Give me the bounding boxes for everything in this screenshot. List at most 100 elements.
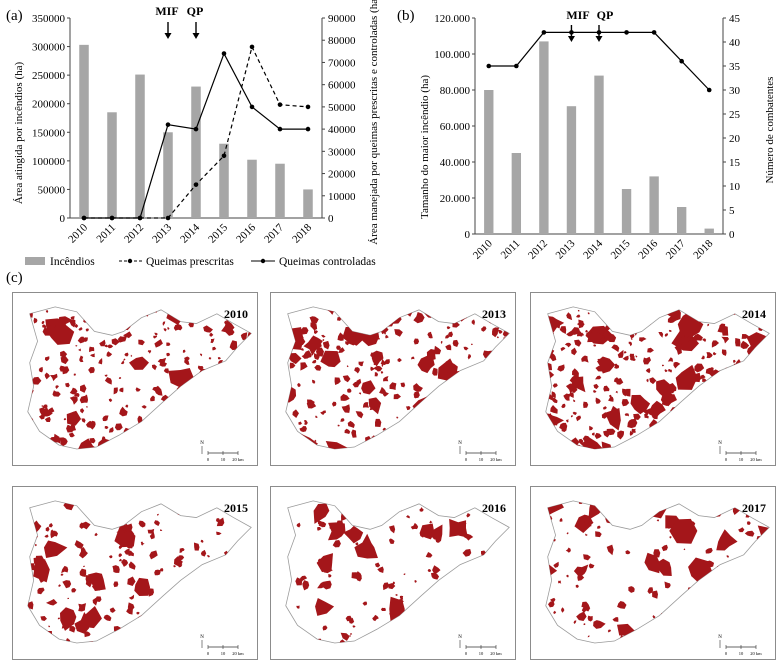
burned-patch bbox=[555, 322, 561, 329]
burned-patch bbox=[583, 515, 591, 524]
map-2014: 2014 N 0 10 20 km bbox=[530, 292, 776, 466]
burned-patch bbox=[73, 373, 76, 376]
burned-patch bbox=[78, 603, 87, 612]
burned-patch bbox=[59, 437, 68, 446]
burned-patch bbox=[300, 327, 309, 335]
burned-patch bbox=[652, 615, 656, 619]
map-region bbox=[545, 500, 770, 644]
burned-patch bbox=[338, 347, 345, 354]
burned-patch bbox=[583, 623, 586, 626]
burned-patch bbox=[690, 337, 694, 342]
burned-patch bbox=[77, 336, 85, 344]
burned-patch bbox=[350, 633, 353, 635]
north-arrow-icon: N bbox=[200, 441, 204, 446]
map-year-label: 2010 bbox=[224, 307, 248, 321]
burned-patch bbox=[617, 349, 624, 358]
burned-patch bbox=[566, 312, 573, 321]
y-tick-label-left: 150000 bbox=[32, 127, 66, 139]
burned-patch bbox=[118, 376, 122, 379]
burned-patch bbox=[369, 406, 376, 411]
series-point bbox=[277, 126, 283, 132]
burned-patch bbox=[346, 365, 349, 368]
y-tick-label-right: 40 bbox=[729, 37, 741, 49]
burned-patch bbox=[572, 411, 578, 415]
burned-patch bbox=[112, 565, 120, 573]
burned-patch bbox=[166, 342, 171, 346]
bar-2015 bbox=[621, 189, 632, 234]
burned-patch bbox=[185, 372, 192, 378]
marker-arrowhead bbox=[595, 36, 603, 42]
burned-patch bbox=[69, 319, 76, 328]
y-tick-label-left: 40.000 bbox=[440, 157, 471, 169]
burned-patch bbox=[656, 558, 672, 576]
burned-patch bbox=[331, 401, 337, 407]
scale-label: 0 bbox=[465, 651, 468, 656]
burned-patch bbox=[104, 374, 108, 377]
burned-patch bbox=[327, 522, 346, 541]
burned-patch bbox=[635, 408, 639, 412]
burned-patch bbox=[99, 339, 106, 347]
y-tick-label-left: 200000 bbox=[32, 99, 66, 111]
scale-label: 0 bbox=[465, 457, 468, 462]
bar-2011 bbox=[511, 153, 522, 234]
burned-patch bbox=[647, 587, 654, 594]
bar-2016 bbox=[247, 159, 257, 218]
burned-patch bbox=[646, 378, 649, 383]
map-year-label: 2015 bbox=[224, 501, 248, 515]
burned-patch bbox=[610, 405, 618, 414]
burned-patch bbox=[217, 357, 222, 360]
burned-patch bbox=[33, 318, 38, 324]
burned-patch bbox=[561, 425, 568, 433]
y-tick-label-right: 80000 bbox=[328, 35, 356, 47]
burned-patch bbox=[200, 539, 204, 543]
burned-patch bbox=[576, 321, 585, 327]
burned-patch bbox=[69, 387, 78, 395]
map-region bbox=[27, 306, 252, 450]
burned-patch bbox=[377, 566, 384, 574]
burned-patch bbox=[199, 353, 203, 357]
chart-a-ylabel-right: Área manejada por queimas prescritas e c… bbox=[368, 0, 380, 245]
burned-patch bbox=[569, 373, 580, 384]
burned-patch bbox=[109, 607, 116, 613]
scale-label: 20 km bbox=[750, 651, 762, 656]
burned-patch bbox=[361, 380, 376, 395]
y-tick-label-right: 25 bbox=[729, 109, 741, 121]
burned-patch bbox=[221, 319, 235, 333]
burned-patch bbox=[63, 417, 67, 421]
burned-patch bbox=[53, 391, 61, 397]
y-tick-label-right: 40000 bbox=[328, 124, 356, 136]
panel-c-label: (c) bbox=[6, 270, 23, 286]
y-tick-label-left: 350000 bbox=[32, 13, 66, 25]
burned-patch bbox=[440, 341, 443, 344]
burned-patch bbox=[585, 329, 588, 333]
burned-patch bbox=[705, 560, 715, 568]
scale-label: 10 bbox=[479, 651, 484, 656]
burned-patch bbox=[419, 507, 424, 512]
burned-patch bbox=[661, 387, 668, 393]
legend-label-queimas-controladas: Queimas controladas bbox=[279, 256, 376, 268]
burned-patch bbox=[426, 348, 436, 361]
burned-patch bbox=[200, 549, 207, 557]
series-point bbox=[514, 63, 519, 69]
burned-patch bbox=[550, 404, 558, 414]
burned-patch bbox=[362, 601, 368, 606]
scale-label: 10 bbox=[221, 651, 226, 656]
burned-patch bbox=[405, 405, 411, 411]
burned-patch bbox=[340, 632, 350, 641]
burned-patch bbox=[380, 607, 386, 612]
burned-patch bbox=[430, 572, 440, 580]
burned-patch bbox=[388, 583, 396, 590]
north-arrow-icon: N bbox=[718, 635, 722, 640]
burned-patch bbox=[300, 362, 308, 371]
map-year-label: 2016 bbox=[482, 501, 506, 515]
burned-areas bbox=[545, 500, 770, 644]
burned-patch bbox=[629, 334, 635, 339]
burned-patch bbox=[721, 336, 730, 344]
chart-b-ylabel-right: Número de combatentes bbox=[764, 77, 776, 184]
burned-patch bbox=[128, 594, 135, 600]
burned-patch bbox=[370, 366, 375, 371]
burned-patch bbox=[393, 393, 402, 400]
burned-patch bbox=[581, 605, 589, 613]
burned-patch bbox=[354, 533, 378, 559]
burned-patch bbox=[153, 385, 163, 396]
